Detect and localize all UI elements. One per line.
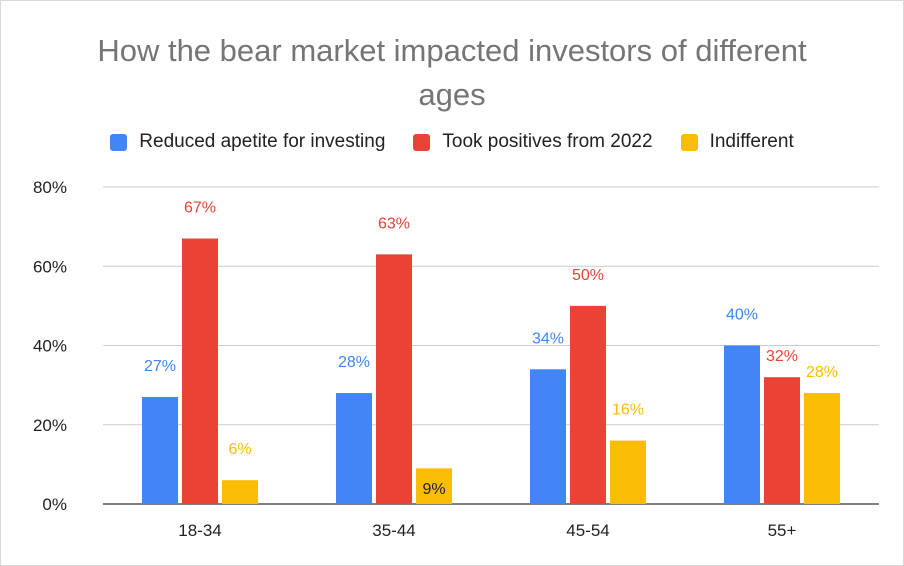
y-tick-label: 40% (33, 337, 67, 356)
x-tick-label: 18-34 (178, 521, 221, 540)
legend-item-reduced-apetite[interactable]: Reduced apetite for investing (110, 131, 385, 153)
chart-title: How the bear market impacted investors o… (1, 29, 903, 117)
x-tick-label: 35-44 (372, 521, 415, 540)
bar[interactable] (182, 238, 218, 504)
data-label: 63% (378, 215, 410, 232)
x-tick-label: 45-54 (566, 521, 609, 540)
legend-label-took-positives: Took positives from 2022 (442, 131, 653, 152)
data-label: 6% (228, 441, 251, 458)
data-label: 40% (726, 307, 758, 324)
y-tick-label: 60% (33, 257, 67, 276)
bar[interactable] (376, 254, 412, 504)
bar[interactable] (724, 345, 760, 505)
legend-label-reduced-apetite: Reduced apetite for investing (139, 131, 386, 152)
legend-swatch-reduced-apetite (110, 133, 128, 151)
legend-item-indifferent[interactable]: Indifferent (680, 131, 794, 153)
data-label: 9% (422, 481, 445, 498)
legend-swatch-indifferent (680, 133, 698, 151)
data-label: 32% (766, 348, 798, 365)
data-label: 28% (806, 364, 838, 381)
legend-label-indifferent: Indifferent (709, 131, 794, 152)
data-label: 34% (532, 330, 564, 347)
y-tick-label: 80% (33, 178, 67, 197)
legend-swatch-took-positives (413, 133, 431, 151)
bar[interactable] (804, 393, 840, 504)
data-label: 16% (612, 402, 644, 419)
data-label: 67% (184, 200, 216, 217)
bar[interactable] (570, 305, 606, 504)
bar[interactable] (764, 377, 800, 504)
chart-title-line-1: How the bear market impacted investors o… (97, 33, 807, 68)
data-label: 27% (144, 358, 176, 375)
bar[interactable] (530, 369, 566, 504)
data-label: 50% (572, 267, 604, 284)
chart-legend: Reduced apetite for investing Took posit… (1, 131, 903, 153)
y-tick-label: 20% (33, 416, 67, 435)
data-label: 28% (338, 354, 370, 371)
chart-title-line-2: ages (418, 77, 486, 112)
bar[interactable] (610, 440, 646, 504)
bar[interactable] (416, 468, 452, 504)
bar[interactable] (336, 393, 372, 504)
y-tick-label: 0% (42, 495, 67, 514)
bar[interactable] (142, 397, 178, 504)
legend-item-took-positives[interactable]: Took positives from 2022 (413, 131, 653, 153)
bar[interactable] (222, 480, 258, 504)
x-tick-label: 55+ (768, 521, 797, 540)
